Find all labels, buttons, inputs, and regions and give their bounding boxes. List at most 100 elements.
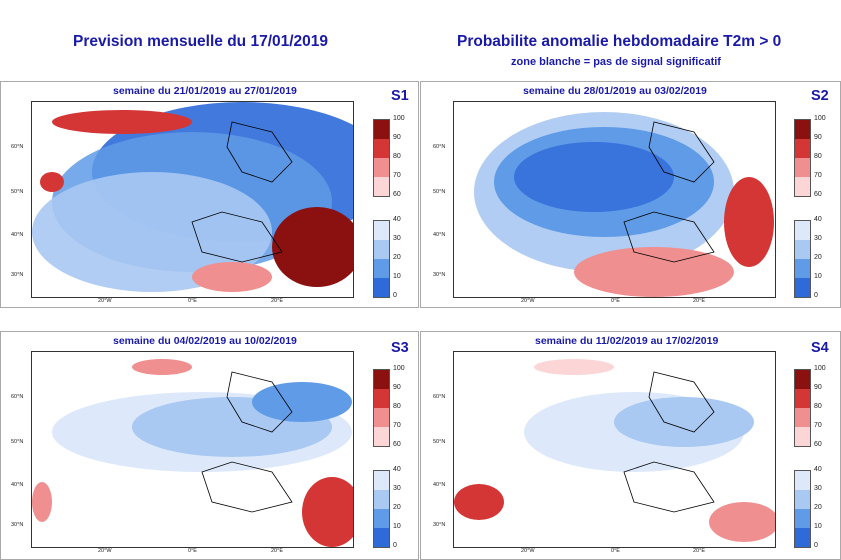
- lat-label: 40°N: [11, 482, 24, 488]
- colorbar: 100 90 80 70 60 40 30 20 10 0: [373, 115, 413, 301]
- cold-tick-label: 30: [393, 485, 401, 492]
- warm-segment: [795, 389, 810, 408]
- colorbar: 100 90 80 70 60 40 30 20 10 0: [794, 115, 834, 301]
- lon-label: 20°W: [521, 298, 535, 304]
- cold-segment: [795, 278, 810, 297]
- warm-tick-label: 70: [814, 422, 822, 429]
- forecast-map: [453, 351, 776, 548]
- cold-tick-label: 40: [814, 216, 822, 223]
- cold-tick-label: 20: [814, 504, 822, 511]
- warm-segment: [374, 120, 389, 139]
- warm-tick-label: 90: [393, 134, 401, 141]
- warm-scale: [794, 119, 811, 197]
- warm-scale: [794, 369, 811, 447]
- lon-label: 20°E: [693, 298, 705, 304]
- map-field: [474, 112, 774, 297]
- warm-tick-label: 100: [814, 365, 826, 372]
- warm-tick-label: 100: [393, 115, 405, 122]
- lat-label: 40°N: [433, 232, 446, 238]
- cold-segment: [795, 471, 810, 490]
- warm-scale: [373, 369, 390, 447]
- lat-label: 50°N: [433, 189, 446, 195]
- cold-tick-label: 0: [393, 292, 397, 299]
- cold-segment: [795, 528, 810, 547]
- lat-label: 50°N: [11, 439, 24, 445]
- forecast-map: [31, 351, 354, 548]
- cold-segment: [374, 490, 389, 509]
- lon-label: 20°W: [521, 548, 535, 554]
- panel-label: S4: [811, 340, 829, 356]
- lon-label: 20°W: [98, 298, 112, 304]
- warm-segment: [374, 389, 389, 408]
- warm-tick-label: 60: [814, 441, 822, 448]
- warm-segment: [374, 408, 389, 427]
- cold-segment: [795, 509, 810, 528]
- lon-label: 20°E: [693, 548, 705, 554]
- panel-label: S1: [391, 88, 409, 104]
- map-field: [454, 359, 775, 542]
- panel-s3: semaine du 04/02/2019 au 10/02/2019 S3 6…: [0, 331, 419, 560]
- warm-segment: [795, 177, 810, 196]
- cold-tick-label: 30: [814, 235, 822, 242]
- warm-segment: [795, 120, 810, 139]
- cold-segment: [795, 221, 810, 240]
- week-label: semaine du 11/02/2019 au 17/02/2019: [535, 335, 719, 347]
- warm-tick-label: 80: [393, 153, 401, 160]
- lon-label: 20°E: [271, 548, 283, 554]
- lon-label: 20°E: [271, 298, 283, 304]
- cold-scale: [794, 220, 811, 298]
- lon-label: 0°E: [611, 548, 620, 554]
- warm-tick-label: 60: [393, 441, 401, 448]
- lat-label: 30°N: [433, 272, 446, 278]
- lat-label: 50°N: [11, 189, 24, 195]
- lat-label: 60°N: [11, 144, 24, 150]
- cold-segment: [374, 259, 389, 278]
- lon-label: 0°E: [611, 298, 620, 304]
- cold-tick-label: 10: [814, 523, 822, 530]
- cold-tick-label: 0: [814, 542, 818, 549]
- lon-label: 0°E: [188, 298, 197, 304]
- cold-segment: [374, 278, 389, 297]
- cold-segment: [374, 471, 389, 490]
- cold-tick-label: 20: [393, 504, 401, 511]
- cold-tick-label: 40: [393, 466, 401, 473]
- warm-tick-label: 60: [814, 191, 822, 198]
- warm-segment: [795, 408, 810, 427]
- warm-tick-label: 80: [814, 403, 822, 410]
- cold-tick-label: 0: [393, 542, 397, 549]
- title-right: Probabilite anomalie hebdomadaire T2m > …: [457, 33, 782, 50]
- warm-tick-label: 80: [393, 403, 401, 410]
- cold-scale: [794, 470, 811, 548]
- panel-label: S3: [391, 340, 409, 356]
- forecast-map: [31, 101, 354, 298]
- panel-s4: semaine du 11/02/2019 au 17/02/2019 S4 6…: [420, 331, 841, 560]
- lon-label: 20°W: [98, 548, 112, 554]
- cold-tick-label: 10: [393, 523, 401, 530]
- map-field: [32, 359, 353, 547]
- lat-label: 60°N: [433, 144, 446, 150]
- lat-label: 60°N: [11, 394, 24, 400]
- warm-tick-label: 100: [393, 365, 405, 372]
- cold-segment: [374, 221, 389, 240]
- warm-tick-label: 90: [814, 134, 822, 141]
- cold-tick-label: 20: [814, 254, 822, 261]
- warm-segment: [374, 370, 389, 389]
- forecast-map: [453, 101, 776, 298]
- subtitle-right: zone blanche = pas de signal significati…: [511, 56, 721, 68]
- lat-label: 50°N: [433, 439, 446, 445]
- lat-label: 30°N: [11, 522, 24, 528]
- cold-tick-label: 10: [814, 273, 822, 280]
- cold-tick-label: 30: [393, 235, 401, 242]
- cold-segment: [795, 259, 810, 278]
- cold-tick-label: 30: [814, 485, 822, 492]
- lat-label: 60°N: [433, 394, 446, 400]
- warm-tick-label: 90: [393, 384, 401, 391]
- warm-tick-label: 70: [814, 172, 822, 179]
- cold-tick-label: 20: [393, 254, 401, 261]
- week-label: semaine du 04/02/2019 au 10/02/2019: [113, 335, 297, 347]
- warm-segment: [795, 370, 810, 389]
- cold-tick-label: 0: [814, 292, 818, 299]
- title-left: Prevision mensuelle du 17/01/2019: [73, 33, 329, 50]
- warm-segment: [795, 427, 810, 446]
- warm-tick-label: 100: [814, 115, 826, 122]
